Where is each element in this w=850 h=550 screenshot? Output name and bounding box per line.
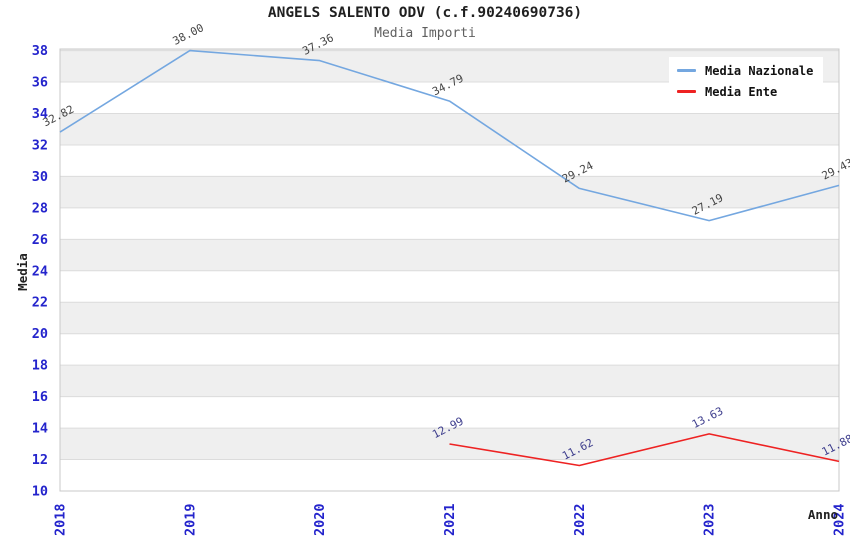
y-tick-label: 14 (32, 421, 48, 437)
x-tick-label: 2021 (442, 503, 458, 536)
x-tick-label: 2018 (53, 503, 69, 536)
y-tick-label: 38 (32, 43, 48, 59)
legend-item-media-ente: Media Ente (677, 81, 823, 102)
y-tick-label: 28 (32, 200, 48, 216)
x-tick-label: 2024 (832, 503, 848, 536)
chart-title: ANGELS SALENTO ODV (c.f.90240690736) (267, 5, 583, 21)
ente-line (449, 433, 840, 467)
national-series-line-icon (677, 69, 696, 72)
legend: Media Nazionale Media Ente (669, 57, 823, 104)
legend-item-media-nazionale: Media Nazionale (677, 60, 823, 81)
y-tick-label: 36 (32, 75, 48, 91)
plot-border (59, 48, 840, 492)
y-tick-label: 10 (32, 484, 48, 500)
x-tick-label: 2023 (702, 503, 718, 536)
y-tick-label: 26 (32, 232, 48, 248)
ente-series-line-icon (677, 90, 696, 93)
chart-subtitle: Media Importi (374, 26, 476, 41)
y-tick-label: 22 (32, 295, 48, 311)
y-tick-label: 24 (32, 263, 48, 279)
grid-band (60, 302, 839, 334)
national-line (59, 49, 840, 222)
x-tick-label: 2020 (312, 503, 328, 536)
y-tick-label: 30 (32, 169, 48, 185)
y-tick-label: 20 (32, 326, 48, 342)
x-tick-label: 2019 (182, 503, 198, 536)
x-axis-title: Anno (808, 507, 838, 522)
ente-point-label: 13.63 (690, 404, 725, 431)
y-axis-title: Media (15, 253, 30, 291)
grid-band (60, 239, 839, 271)
x-tick-label: 2022 (572, 503, 588, 536)
y-tick-label: 32 (32, 137, 48, 153)
grid-band (60, 365, 839, 397)
legend-label-media-ente: Media Ente (705, 84, 778, 99)
y-tick-label: 12 (32, 452, 48, 468)
legend-label-media-nazionale: Media Nazionale (705, 63, 814, 78)
grid-band (60, 176, 839, 208)
y-tick-label: 16 (32, 389, 48, 405)
y-tick-label: 34 (32, 106, 48, 122)
grid-band (60, 113, 839, 145)
y-tick-label: 18 (32, 358, 48, 374)
